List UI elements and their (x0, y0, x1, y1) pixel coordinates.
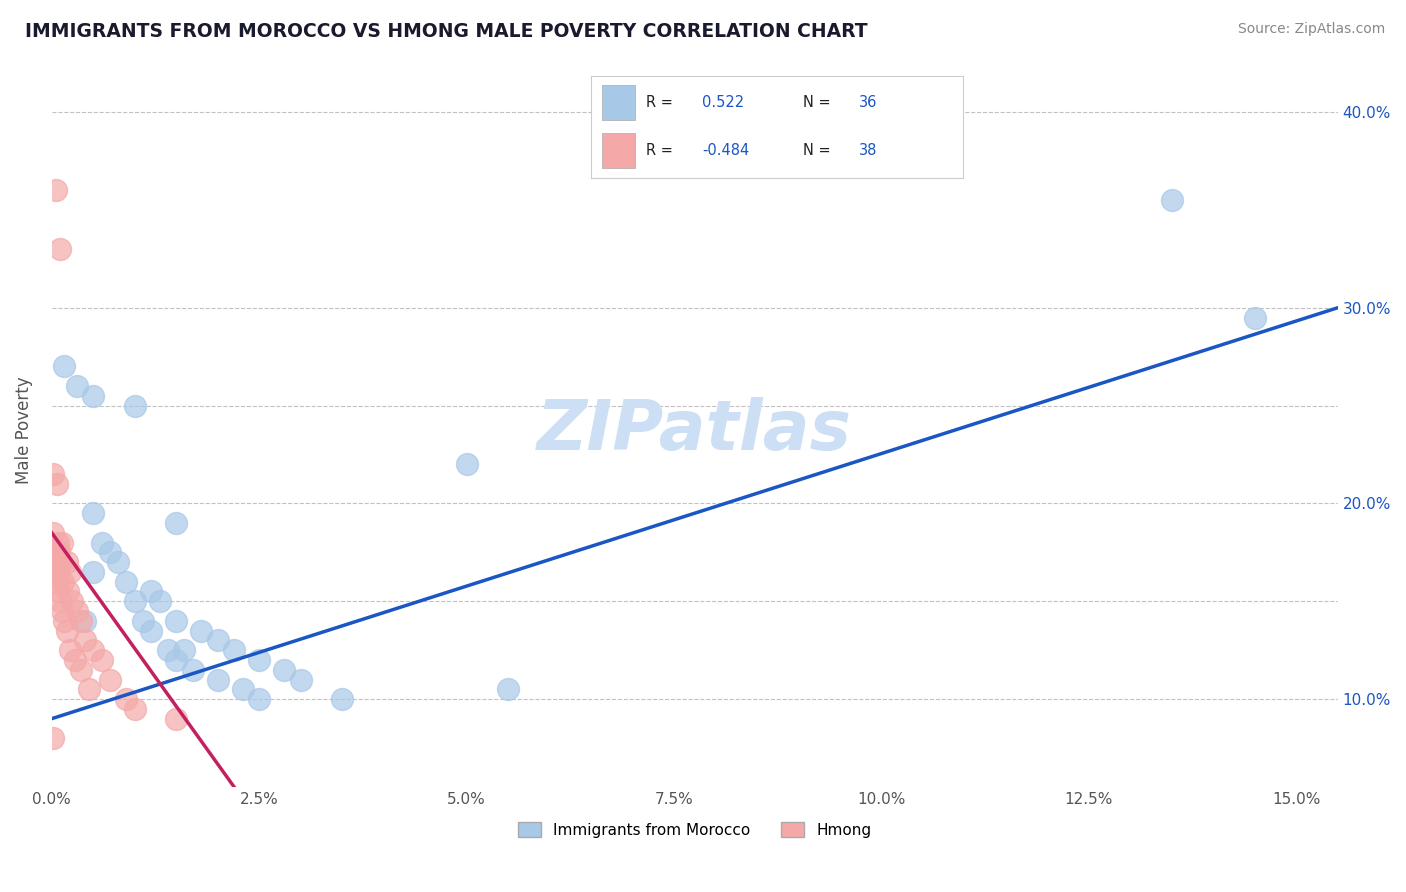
Point (107, 555, 129, 569)
Point (49, 594, 72, 608)
Point (45, 183, 67, 197)
Y-axis label: Male Poverty: Male Poverty (15, 376, 32, 483)
Point (77, 682, 100, 697)
Point (42, 731, 65, 746)
Point (42, 525, 65, 540)
Text: R =: R = (647, 144, 673, 158)
Point (63, 653, 86, 667)
Point (115, 692, 138, 706)
Point (48, 565, 70, 579)
Point (49, 555, 72, 569)
Point (55, 624, 77, 638)
Text: R =: R = (647, 95, 673, 110)
Point (82, 389, 104, 403)
Point (224, 643, 246, 657)
Point (82, 565, 104, 579)
Point (82, 643, 104, 657)
Point (141, 624, 163, 638)
Point (66, 379, 89, 393)
Point (124, 594, 146, 608)
Text: 38: 38 (859, 144, 877, 158)
Point (55, 555, 77, 569)
Point (247, 653, 270, 667)
Point (73, 614, 96, 628)
Point (190, 624, 212, 638)
Point (149, 594, 172, 608)
Point (165, 614, 187, 628)
FancyBboxPatch shape (602, 85, 636, 120)
Point (48, 584, 70, 599)
Point (49, 242, 72, 256)
Text: 0.522: 0.522 (703, 95, 744, 110)
Point (98, 545, 121, 559)
Point (124, 399, 146, 413)
Point (90, 653, 112, 667)
Point (232, 682, 254, 697)
Point (273, 663, 295, 677)
Text: N =: N = (803, 144, 831, 158)
Point (69, 614, 91, 628)
Point (98, 673, 121, 687)
Point (48, 545, 70, 559)
Point (1160, 193, 1182, 207)
Point (290, 673, 312, 687)
Point (44, 565, 66, 579)
Point (59, 565, 82, 579)
Point (69, 663, 91, 677)
Point (132, 614, 155, 628)
Point (207, 673, 229, 687)
Point (58, 584, 80, 599)
Text: ZIPatlas: ZIPatlas (537, 397, 852, 464)
Point (66, 604, 89, 618)
Text: N =: N = (803, 95, 831, 110)
Point (165, 712, 187, 726)
Point (45, 476, 67, 491)
Point (156, 643, 179, 657)
Point (45, 555, 67, 569)
Point (207, 633, 229, 648)
Point (247, 692, 270, 706)
Text: Source: ZipAtlas.com: Source: ZipAtlas.com (1237, 22, 1385, 37)
Point (456, 458, 478, 472)
Point (45, 574, 67, 589)
Legend: Immigrants from Morocco, Hmong: Immigrants from Morocco, Hmong (512, 815, 877, 844)
Point (53, 359, 76, 374)
Point (46, 535, 69, 549)
Text: IMMIGRANTS FROM MOROCCO VS HMONG MALE POVERTY CORRELATION CHART: IMMIGRANTS FROM MOROCCO VS HMONG MALE PO… (25, 22, 868, 41)
Point (181, 663, 204, 677)
FancyBboxPatch shape (602, 133, 636, 168)
Point (44, 545, 66, 559)
Text: 36: 36 (859, 95, 877, 110)
Point (53, 614, 76, 628)
Text: -0.484: -0.484 (703, 144, 749, 158)
Point (496, 682, 519, 697)
Point (124, 702, 146, 716)
Point (82, 506, 104, 520)
Point (1243, 310, 1265, 325)
Point (173, 643, 195, 657)
Point (141, 584, 163, 599)
Point (90, 535, 112, 549)
Point (51, 535, 73, 549)
Point (115, 574, 138, 589)
Point (52, 574, 75, 589)
Point (73, 633, 96, 648)
Point (165, 653, 187, 667)
Point (330, 692, 353, 706)
Point (59, 643, 82, 657)
Point (42, 467, 65, 481)
Point (165, 516, 187, 530)
Point (62, 594, 84, 608)
Point (51, 604, 73, 618)
